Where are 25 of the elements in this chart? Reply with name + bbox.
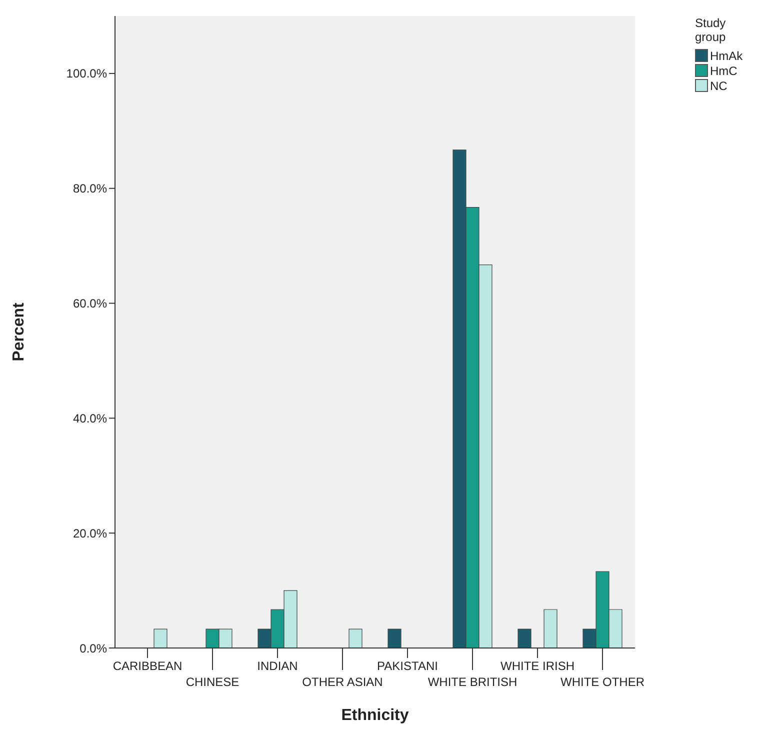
- y-tick-label: 100.0%: [66, 66, 108, 81]
- y-tick-label: 80.0%: [72, 182, 108, 196]
- y-axis-title: Percent: [10, 302, 28, 362]
- y-tick-label: 60.0%: [72, 296, 108, 311]
- y-tick-label: 40.0%: [72, 411, 108, 426]
- legend-label: HmC: [710, 64, 738, 78]
- legend-label: HmAk: [710, 48, 743, 62]
- bar: [518, 628, 532, 648]
- x-tick-label: CARIBBEAN: [112, 659, 182, 673]
- bar: [544, 609, 558, 648]
- x-tick-label: PAKISTANI: [377, 659, 438, 673]
- bar: [348, 628, 362, 648]
- x-tick-label: WHITE IRISH: [500, 659, 574, 673]
- x-tick-label: INDIAN: [257, 659, 298, 673]
- bar: [154, 628, 168, 648]
- x-axis-title: Ethnicity: [341, 707, 409, 724]
- x-tick-label: OTHER ASIAN: [302, 675, 383, 689]
- y-tick-label: 0.0%: [80, 641, 108, 656]
- x-tick-label: WHITE BRITISH: [428, 675, 518, 689]
- bar: [388, 628, 402, 648]
- legend-label: NC: [710, 78, 728, 92]
- legend-title: Study group: [695, 16, 727, 44]
- x-tick-label: WHITE OTHER: [560, 675, 645, 689]
- x-tick-label: CHINESE: [186, 675, 240, 689]
- y-tick-label: 20.0%: [72, 526, 108, 540]
